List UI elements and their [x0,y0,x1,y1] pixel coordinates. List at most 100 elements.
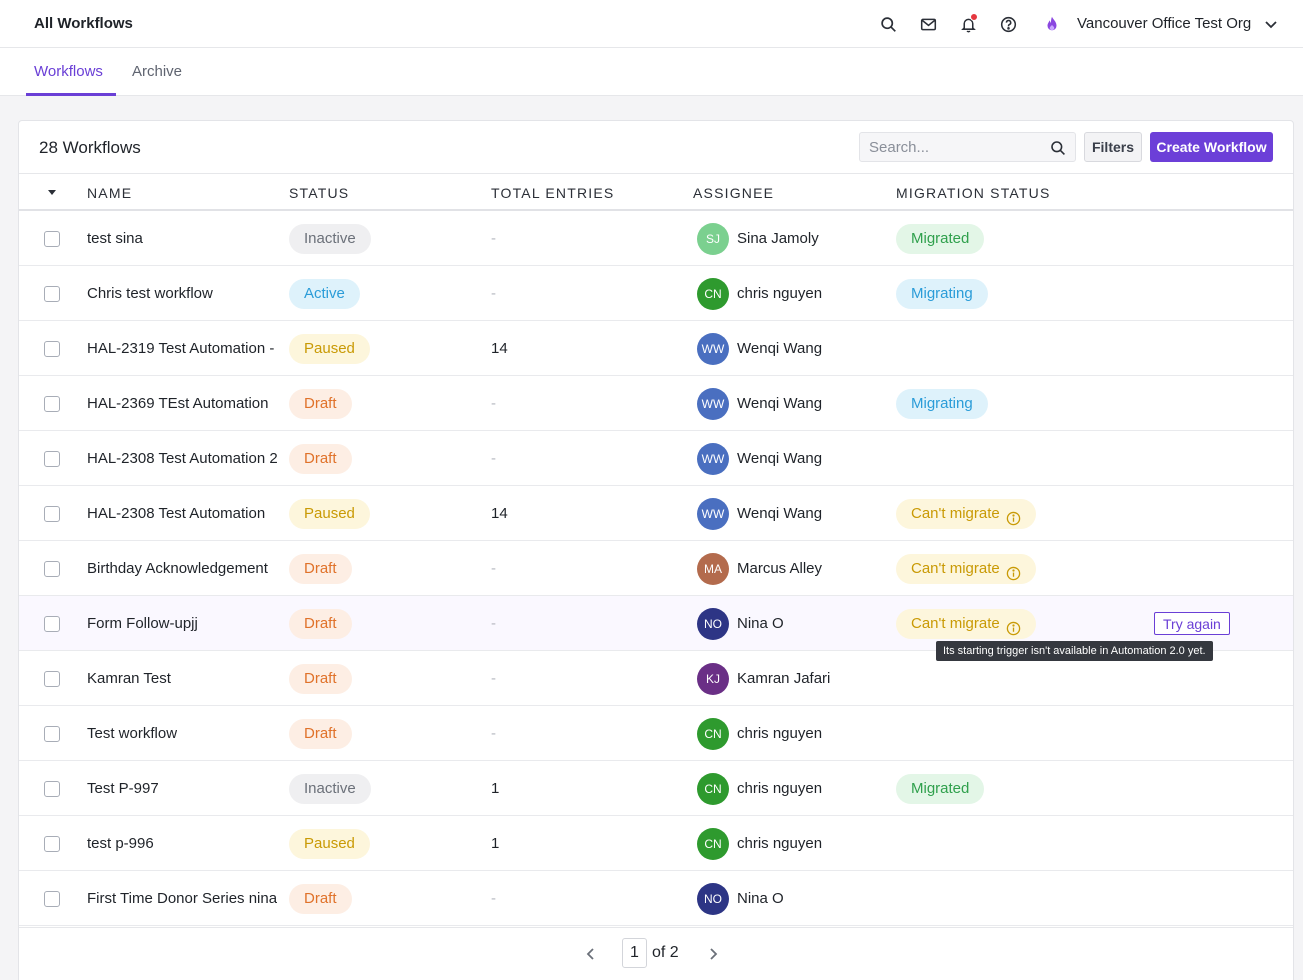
column-header-total-entries[interactable]: TOTAL ENTRIES [491,185,615,201]
tab-archive[interactable]: Archive [132,63,183,80]
avatar: CN [697,828,729,860]
workflow-name[interactable]: First Time Donor Series nina [87,890,278,907]
total-entries: - [491,615,496,632]
info-icon[interactable] [1006,507,1021,525]
row-checkbox[interactable] [44,506,60,522]
status-badge: Paused [289,334,370,364]
search-icon[interactable] [878,14,898,34]
avatar: WW [697,333,729,365]
search-input[interactable] [869,139,1039,156]
info-icon[interactable] [1006,617,1021,635]
table-row[interactable]: HAL-2369 TEst Automation Draft - WW Wenqi Wa… [19,376,1293,431]
column-header-migration-status[interactable]: MIGRATION STATUS [896,185,1051,201]
row-checkbox[interactable] [44,286,60,302]
table-row[interactable]: HAL-2319 Test Automation - Paused 14 WW Wenq… [19,321,1293,376]
chevron-down-icon[interactable] [1263,16,1279,32]
row-checkbox[interactable] [44,396,60,412]
total-entries: 14 [491,340,508,357]
table-row[interactable]: Kamran Test Draft - KJ Kamran Jafari [19,651,1293,706]
page-number-input[interactable]: 1 [622,938,647,968]
workflow-name[interactable]: HAL-2308 Test Automation [87,505,266,522]
row-checkbox[interactable] [44,781,60,797]
info-icon[interactable] [1006,562,1021,580]
workflow-name[interactable]: test sina [87,230,143,247]
active-tab-indicator [26,93,116,96]
table-row[interactable]: Test workflow Draft - CN chris nguyen [19,706,1293,761]
workflow-count: 28 Workflows [39,138,141,157]
table-row[interactable]: test p-996 Paused 1 CN chris nguyen [19,816,1293,871]
org-logo [1043,15,1061,33]
row-checkbox[interactable] [44,836,60,852]
chevron-right-icon[interactable] [705,946,721,962]
workflow-name[interactable]: Chris test workflow [87,285,213,302]
status-badge: Draft [289,884,352,914]
migration-status-label: Can't migrate [911,505,1000,522]
assignee-name: Wenqi Wang [737,505,823,522]
create-workflow-button[interactable]: Create Workflow [1150,132,1273,162]
column-header-status[interactable]: STATUS [289,185,350,201]
workflow-name[interactable]: Test P-997 [87,780,159,797]
migration-status-badge: Can't migrate [896,609,1036,639]
table-header: NAME STATUS TOTAL ENTRIES ASSIGNEE MIGRA… [19,173,1293,211]
bell-icon[interactable] [958,13,978,34]
assignee-name: Kamran Jafari [737,670,831,687]
total-entries: - [491,725,496,742]
assignee-name: Wenqi Wang [737,395,823,412]
help-icon[interactable] [998,14,1018,34]
search-icon[interactable] [1050,140,1066,156]
total-entries: 14 [491,505,508,522]
workflow-name[interactable]: Kamran Test [87,670,171,687]
table-row[interactable]: Birthday Acknowledgement Draft - MA Marcus A… [19,541,1293,596]
assignee-name: Nina O [737,615,784,632]
table-row[interactable]: Form Follow-upjj Draft - NO Nina O Can't migr… [19,596,1293,661]
assignee-name: chris nguyen [737,725,823,742]
row-checkbox[interactable] [44,561,60,577]
try-again-button[interactable]: Try again [1154,612,1230,635]
row-checkbox[interactable] [44,891,60,907]
mail-icon[interactable] [918,14,938,34]
row-checkbox[interactable] [44,671,60,687]
table-row[interactable]: First Time Donor Series nina Draft - NO Nina… [19,871,1293,926]
column-header-assignee[interactable]: ASSIGNEE [693,185,775,201]
status-badge: Draft [289,554,352,584]
total-entries: 1 [491,835,500,852]
row-checkbox[interactable] [44,231,60,247]
pagination: 1 of 2 [19,927,1293,977]
chevron-left-icon[interactable] [583,946,599,962]
status-badge: Draft [289,609,352,639]
row-checkbox[interactable] [44,451,60,467]
table-row[interactable]: test sina Inactive - SJ Sina Jamoly Migrated [19,211,1293,266]
table-row[interactable]: HAL-2308 Test Automation 2 Draft - WW Wenqi … [19,431,1293,486]
row-checkbox[interactable] [44,726,60,742]
workflow-name[interactable]: test p-996 [87,835,154,852]
workflow-name[interactable]: Form Follow-upjj [87,615,198,632]
workflow-name[interactable]: Test workflow [87,725,178,742]
tab-workflows[interactable]: Workflows [34,63,103,80]
column-header-name[interactable]: NAME [87,185,133,201]
table-row[interactable]: Test P-997 Inactive 1 CN chris nguyen Migrate… [19,761,1293,816]
sort-caret-icon[interactable] [48,190,56,195]
migration-status-badge: Migrating [896,279,988,309]
table-body: test sina Inactive - SJ Sina Jamoly Migrated C… [19,211,1293,926]
filters-button[interactable]: Filters [1084,132,1142,162]
total-entries: - [491,450,496,467]
workflow-name[interactable]: HAL-2308 Test Automation 2 [87,450,278,467]
status-badge: Active [289,279,360,309]
migration-status-label: Can't migrate [911,615,1000,632]
org-switcher-label[interactable]: Vancouver Office Test Org [1077,15,1252,32]
workflow-name[interactable]: Birthday Acknowledgement [87,560,268,577]
row-checkbox[interactable] [44,616,60,632]
avatar: WW [697,498,729,530]
avatar: CN [697,773,729,805]
status-badge: Paused [289,499,370,529]
top-bar: All Workflows Vancouver Office Test Org [0,0,1303,48]
workflow-name[interactable]: HAL-2319 Test Automation - [87,340,275,357]
table-row[interactable]: Chris test workflow Active - CN chris nguyen… [19,266,1293,321]
table-row[interactable]: HAL-2308 Test Automation Paused 14 WW Wenqi … [19,486,1293,541]
workflow-name[interactable]: HAL-2369 TEst Automation [87,395,269,412]
total-entries: - [491,890,496,907]
migration-status-badge: Can't migrate [896,554,1036,584]
row-checkbox[interactable] [44,341,60,357]
assignee-name: Wenqi Wang [737,340,823,357]
assignee-name: chris nguyen [737,780,823,797]
